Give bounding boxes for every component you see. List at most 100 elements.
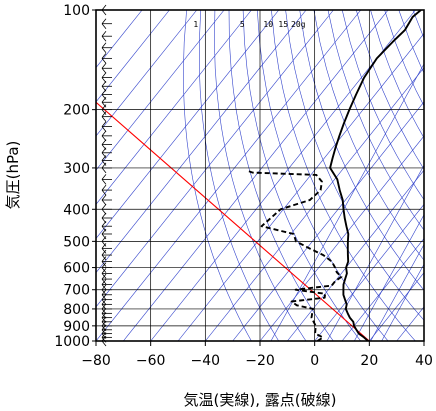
isotherm-line bbox=[287, 169, 424, 341]
x-axis-title: 気温(実線), 露点(破線) bbox=[184, 391, 337, 409]
x-axis-ticks: −80 −60 −40 −20 0 20 40 bbox=[81, 341, 433, 369]
dry-adiabat-line bbox=[199, 10, 280, 341]
wind-barb-flag bbox=[101, 313, 107, 319]
wind-barb-flag bbox=[101, 167, 107, 174]
wind-barb-flag bbox=[101, 23, 107, 29]
wind-barb-flag bbox=[101, 18, 107, 24]
x-tick-label: 20 bbox=[360, 353, 378, 369]
mixing-ratio-line bbox=[326, 164, 424, 341]
wind-barb-flag bbox=[101, 199, 107, 206]
dry-adiabat-line bbox=[214, 10, 307, 341]
mixing-ratio-line bbox=[270, 63, 424, 341]
y-axis-title: 気圧(hPa) bbox=[4, 141, 22, 210]
wind-barb-flag bbox=[101, 267, 107, 273]
isotherm-line bbox=[369, 272, 424, 341]
wind-barb-flag bbox=[101, 299, 107, 305]
wind-barb-flag bbox=[101, 97, 107, 103]
dry-adiabat-line bbox=[370, 10, 424, 139]
wind-barb-flag bbox=[101, 317, 107, 323]
wind-barb-flag bbox=[101, 160, 107, 166]
dry-adiabat-line bbox=[356, 10, 424, 170]
isotherm-line bbox=[96, 10, 362, 341]
wind-barb-flag bbox=[101, 333, 107, 339]
wind-barb-flag bbox=[101, 335, 107, 342]
wind-barb-flag bbox=[101, 47, 107, 53]
wind-barb-flag bbox=[101, 116, 107, 122]
wind-barb-flag bbox=[101, 4, 107, 11]
isotherm-line bbox=[205, 67, 424, 341]
dry-adiabat-line bbox=[327, 10, 424, 231]
wind-barb-flag bbox=[101, 273, 107, 279]
wind-barb-flag bbox=[101, 77, 107, 83]
mixing-ratio-label: 20g bbox=[291, 20, 306, 29]
x-tick-label: −60 bbox=[136, 353, 166, 369]
y-tick-label: 800 bbox=[63, 302, 90, 318]
isotherm-line bbox=[96, 10, 225, 171]
grid bbox=[96, 9, 424, 342]
x-tick-label: −20 bbox=[245, 353, 275, 369]
wind-barb-flag bbox=[101, 179, 107, 185]
y-tick-label: 200 bbox=[63, 103, 90, 119]
isotherm-line bbox=[96, 10, 334, 308]
wind-barb-flag bbox=[101, 262, 107, 268]
mixing-ratio-line bbox=[381, 263, 424, 341]
wind-barb-flag bbox=[101, 329, 107, 336]
wind-barb-flag bbox=[101, 68, 107, 74]
wind-barb-flag bbox=[101, 204, 107, 210]
dry-adiabat-line bbox=[271, 10, 416, 341]
wind-barb-flag bbox=[101, 121, 107, 127]
wind-barb-flag bbox=[101, 228, 107, 235]
isotherm-line bbox=[96, 10, 198, 137]
wind-barb-flag bbox=[101, 278, 107, 285]
wind-barb-flag bbox=[101, 233, 107, 240]
isotherm-line bbox=[341, 238, 424, 341]
wind-barb-flag bbox=[101, 261, 107, 267]
wind-barb-flag bbox=[101, 42, 107, 48]
wind-barb-flag bbox=[101, 254, 107, 261]
wind-barb-flag bbox=[101, 308, 107, 315]
y-tick-label: 100 bbox=[63, 3, 90, 19]
wind-barb-flag bbox=[101, 53, 107, 59]
wind-barb-flag bbox=[101, 325, 107, 332]
temperature-profile bbox=[329, 10, 422, 341]
isotherm-line bbox=[232, 101, 424, 341]
wind-barbs bbox=[101, 4, 112, 347]
isotherm-line bbox=[96, 10, 252, 205]
dry-adiabat-line bbox=[427, 10, 436, 348]
mixing-ratio-label: 1 bbox=[193, 20, 198, 29]
wind-barb-flag bbox=[101, 236, 107, 242]
wind-barb-flag bbox=[101, 332, 107, 338]
isotherm-line bbox=[123, 10, 389, 341]
wind-barb-flag bbox=[101, 217, 107, 224]
wind-barb-flag bbox=[101, 126, 107, 132]
data-series bbox=[245, 10, 422, 341]
y-tick-label: 300 bbox=[63, 161, 90, 177]
isotherm-line bbox=[96, 10, 143, 69]
wind-barb-flag bbox=[101, 268, 107, 274]
wind-barb-flag bbox=[101, 130, 107, 137]
isotherm-line bbox=[96, 10, 280, 239]
wind-barb-flag bbox=[101, 209, 107, 215]
wind-barb-flag bbox=[101, 111, 107, 117]
wind-barb-flag bbox=[101, 109, 107, 115]
wind-barb-flag bbox=[101, 72, 107, 78]
mixing-ratio-label: 5 bbox=[240, 20, 245, 29]
wind-barb-flag bbox=[101, 249, 107, 256]
x-tick-label: 0 bbox=[310, 353, 319, 369]
y-tick-label: 400 bbox=[63, 202, 90, 218]
x-tick-label: −40 bbox=[191, 353, 221, 369]
wind-barb-flag bbox=[101, 321, 107, 328]
wind-barb-flag bbox=[101, 340, 107, 347]
dry-adiabat-line bbox=[341, 10, 424, 201]
wind-barb-flag bbox=[101, 174, 107, 180]
wind-barb-flag bbox=[101, 144, 107, 150]
dry-adiabat-line bbox=[285, 10, 424, 321]
mixing-ratio-labels: 1 5 10 15 20g bbox=[193, 20, 305, 29]
wind-barb-flag bbox=[101, 35, 107, 42]
wind-barb-flag bbox=[101, 189, 107, 196]
isotherm-line bbox=[96, 10, 307, 274]
wind-barb-flag bbox=[101, 184, 107, 191]
wind-barb-flag bbox=[101, 194, 107, 201]
mixing-ratio-line bbox=[370, 243, 424, 341]
